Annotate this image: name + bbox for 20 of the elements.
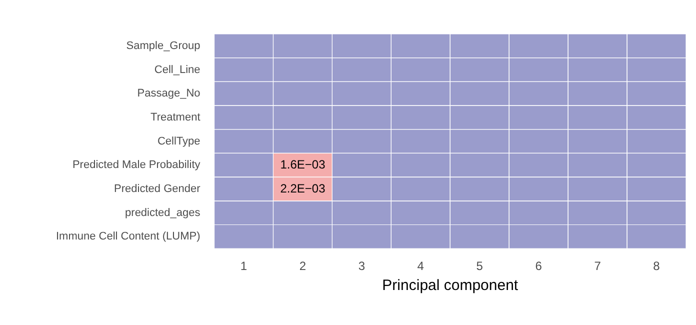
x-tick-label: 5 bbox=[476, 259, 484, 274]
y-tick-label: Immune Cell Content (LUMP) bbox=[56, 230, 200, 243]
y-tick-label: Treatment bbox=[150, 111, 200, 124]
x-tick-label: 4 bbox=[417, 259, 424, 274]
y-tick-label: Predicted Gender bbox=[114, 183, 201, 196]
x-tick-label: 2 bbox=[299, 259, 306, 274]
x-tick-label: 1 bbox=[240, 259, 248, 274]
x-tick-label: 8 bbox=[653, 259, 660, 274]
y-tick-label: CellType bbox=[157, 135, 200, 148]
x-tick-label: 7 bbox=[594, 259, 602, 274]
data-label: 2.2E−03 bbox=[280, 181, 326, 196]
x-tick-label: 3 bbox=[358, 259, 366, 274]
y-tick-label: Predicted Male Probability bbox=[72, 159, 201, 172]
data-label: 1.6E−03 bbox=[280, 157, 326, 172]
x-tick-label: 6 bbox=[535, 259, 542, 274]
y-tick-label: Passage_No bbox=[137, 88, 200, 100]
y-tick-label: Sample_Group bbox=[126, 40, 200, 52]
y-tick-label: predicted_ages bbox=[125, 206, 201, 219]
y-tick-label: Cell_Line bbox=[154, 64, 200, 76]
x-axis-title: Principal component bbox=[382, 277, 519, 294]
